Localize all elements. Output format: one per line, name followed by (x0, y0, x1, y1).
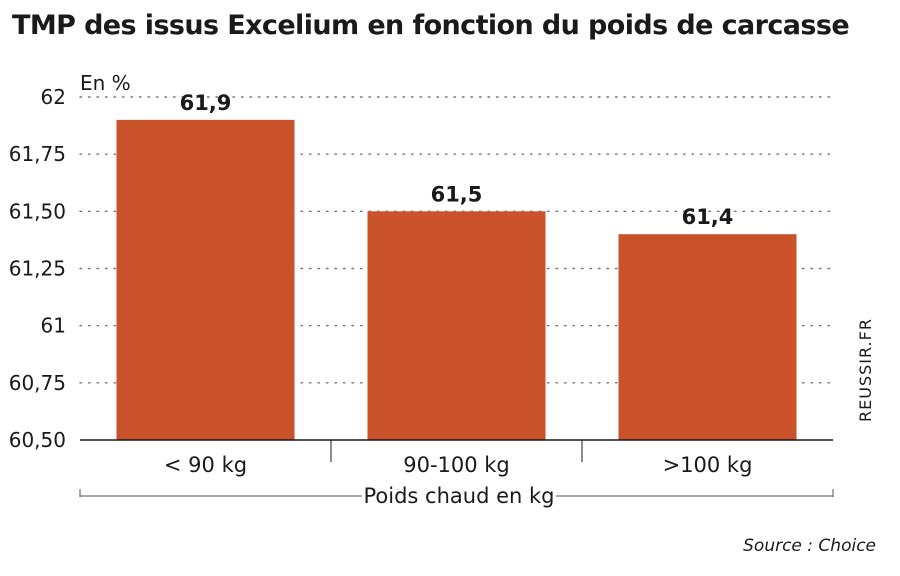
chart-title: TMP des issus Excelium en fonction du po… (12, 10, 850, 41)
x-category-label: >100 kg (663, 453, 753, 477)
y-unit-label: En % (80, 71, 131, 95)
y-tick-label: 62 (41, 85, 66, 109)
bar (618, 234, 797, 440)
source-note: Source : Choice (743, 536, 876, 556)
y-axis-ticks: 60,50 60,75 61 61,25 61,50 61,75 62 (9, 85, 66, 452)
bar-value-label: 61,9 (180, 91, 232, 115)
bar-value-label: 61,5 (431, 182, 483, 206)
y-tick-label: 61,50 (9, 199, 66, 223)
y-tick-label: 61 (41, 314, 66, 338)
x-category-label: < 90 kg (164, 453, 247, 477)
y-tick-label: 60,75 (9, 371, 66, 395)
y-tick-label: 61,75 (9, 142, 66, 166)
bars (116, 119, 797, 440)
bar (116, 119, 295, 440)
value-labels: 61,9 61,5 61,4 (180, 91, 734, 229)
x-axis-categories: < 90 kg 90-100 kg >100 kg (164, 440, 753, 477)
y-tick-label: 60,50 (9, 428, 66, 452)
x-category-label: 90-100 kg (403, 453, 510, 477)
y-tick-label: 61,25 (9, 257, 66, 281)
x-axis-title: Poids chaud en kg (364, 484, 555, 508)
x-axis-bracket (79, 489, 834, 497)
bar-value-label: 61,4 (682, 205, 734, 229)
watermark-reussir: REUSSIR.FR (856, 318, 875, 422)
bar (367, 211, 546, 440)
